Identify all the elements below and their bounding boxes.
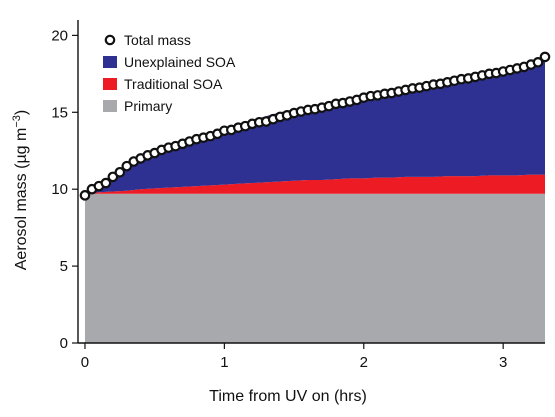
x-tick-label: 3 — [499, 354, 507, 371]
total-mass-point — [79, 190, 91, 201]
legend-swatch-primary — [103, 100, 117, 112]
total-mass-point — [539, 51, 551, 63]
legend-label-primary: Primary — [124, 98, 172, 114]
total-mass-markers — [79, 51, 551, 201]
x-tick-label: 2 — [360, 354, 368, 371]
y-axis-title: Aerosol mass (µg m−3) — [11, 110, 30, 270]
legend-label-unexplained-soa: Unexplained SOA — [124, 54, 236, 70]
y-tick-label: 20 — [51, 27, 68, 44]
y-tick-label: 10 — [51, 181, 68, 198]
legend-marker-total-mass — [104, 34, 116, 46]
total-mass-point — [100, 177, 112, 189]
area-unexplained-soa — [84, 59, 545, 194]
total-mass-point — [114, 166, 126, 178]
x-axis-title: Time from UV on (hrs) — [209, 388, 367, 405]
legend-label-traditional-soa: Traditional SOA — [124, 76, 223, 92]
y-axis-title-close: ) — [13, 110, 30, 115]
y-axis-title-exponent: −3 — [11, 115, 23, 128]
y-tick-label: 5 — [60, 258, 68, 275]
legend-swatch-unexplained-soa — [103, 56, 117, 68]
ticks: 0 5 10 15 20 0 1 2 3 — [51, 27, 507, 371]
legend: Total mass Unexplained SOA Traditional SOA… — [103, 32, 236, 114]
total-mass-point — [121, 160, 133, 172]
area-primary — [84, 193, 545, 343]
total-mass-point — [532, 56, 544, 68]
legend-label-total-mass: Total mass — [124, 32, 191, 48]
y-tick-label: 0 — [60, 335, 68, 352]
axes — [77, 20, 545, 344]
legend-swatch-traditional-soa — [103, 78, 117, 90]
stacked-areas — [84, 59, 545, 343]
area-traditional-soa — [84, 174, 545, 194]
y-tick-label: 15 — [51, 104, 68, 121]
y-axis-title-main: Aerosol mass (µg m — [13, 128, 30, 271]
total-mass-point — [107, 171, 119, 183]
x-tick-label: 1 — [220, 354, 228, 371]
x-tick-label: 0 — [81, 354, 89, 371]
